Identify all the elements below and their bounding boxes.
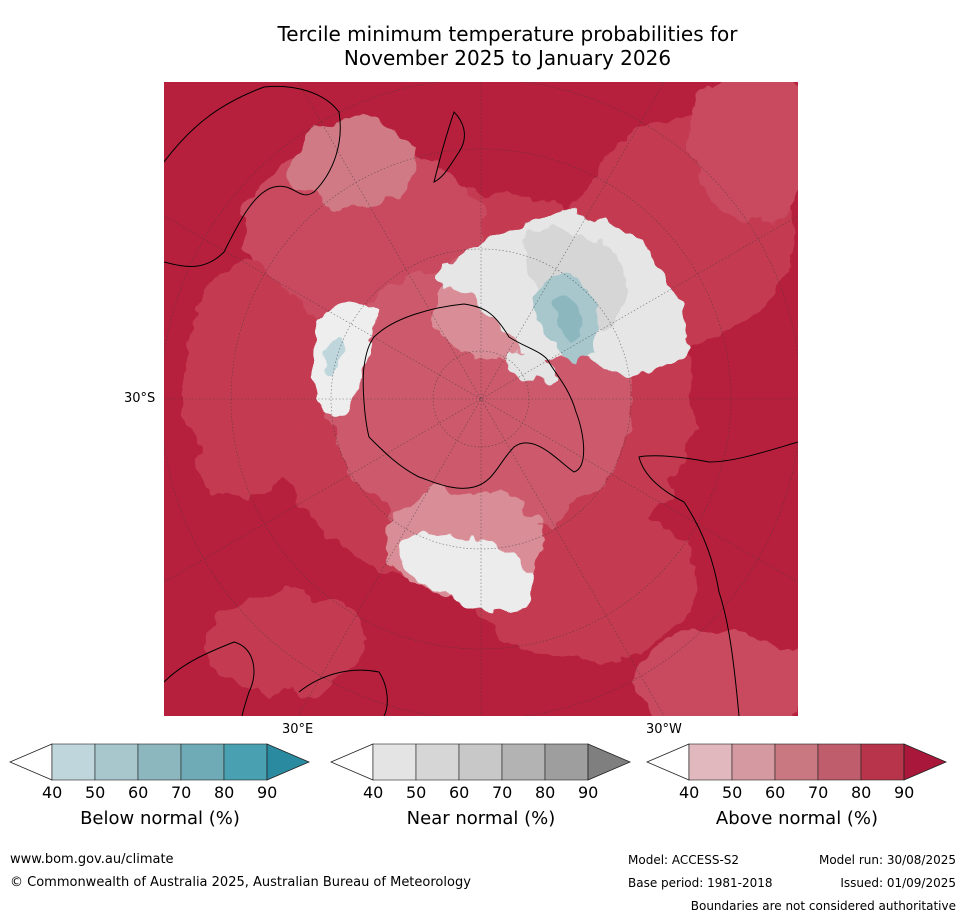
colorbar-above-lower-extend: [646, 743, 690, 781]
colorbar-above-tick: 90: [894, 783, 915, 802]
colorbar-below-lower-extend: [9, 743, 53, 781]
colorbar-near-bin-3: [458, 743, 503, 781]
colorbar-above-tick: 70: [808, 783, 829, 802]
colorbar-above-ticks: 40 50 60 70 80 90: [646, 783, 948, 803]
longitude-label-30e: 30°E: [282, 722, 314, 737]
colorbar-above-bin-2: [731, 743, 776, 781]
graticule: [164, 82, 798, 716]
colorbar-below-tick: 50: [85, 783, 106, 802]
colorbar-near-lower-extend: [330, 743, 374, 781]
colorbar-above-tick: 50: [722, 783, 743, 802]
africa-coast: [164, 641, 388, 716]
colorbar-above-bin-3: [774, 743, 819, 781]
copyright-text: © Commonwealth of Australia 2025, Austra…: [10, 875, 471, 890]
colorbar-near-bin-2: [415, 743, 460, 781]
colorbar-below-bin-1: [51, 743, 96, 781]
colorbar-above-normal: [646, 743, 948, 781]
colorbar-below-bin-3: [137, 743, 182, 781]
colorbar-below-tick: 80: [214, 783, 235, 802]
colorbar-near-tick: 40: [363, 783, 384, 802]
colorbar-above-tick: 40: [679, 783, 700, 802]
colorbar-near-tick: 60: [449, 783, 470, 802]
base-period: Base period: 1981-2018: [628, 876, 773, 890]
website-url: www.bom.gov.au/climate: [10, 852, 174, 867]
colorbar-above-upper-extend: [903, 743, 948, 781]
colorbar-near-tick: 50: [406, 783, 427, 802]
below-normal-regions: [324, 274, 598, 377]
colorbar-near-tick: 70: [492, 783, 513, 802]
colorbar-below-bin-4: [180, 743, 225, 781]
latitude-label-30s: 30°S: [124, 391, 156, 406]
colorbar-near-bin-5: [544, 743, 589, 781]
new-zealand-coast: [433, 111, 465, 183]
title-line-2: November 2025 to January 2026: [343, 46, 672, 70]
colorbar-below-title: Below normal (%): [80, 808, 240, 829]
colorbar-above-bin-5: [860, 743, 905, 781]
australia-coast: [164, 85, 341, 267]
model-run-date: Model run: 30/08/2025: [818, 853, 956, 867]
longitude-label-30w: 30°W: [646, 722, 682, 737]
map-title: Tercile minimum temperature probabilitie…: [0, 22, 965, 70]
south-america-coast: [638, 441, 798, 716]
issued-date: Issued: 01/09/2025: [840, 876, 956, 890]
colorbar-below-normal: [9, 743, 311, 781]
colorbar-near-tick: 90: [578, 783, 599, 802]
colorbar-above-title: Above normal (%): [715, 808, 879, 829]
colorbar-near-bin-1: [372, 743, 417, 781]
colorbar-above-tick: 60: [765, 783, 786, 802]
colorbar-near-upper-extend: [587, 743, 632, 781]
colorbar-above-tick: 80: [851, 783, 872, 802]
colorbar-below-bin-2: [94, 743, 139, 781]
colorbar-below-tick: 70: [171, 783, 192, 802]
colorbar-above-bin-1: [688, 743, 733, 781]
colorbar-near-tick: 80: [535, 783, 556, 802]
coastlines: [164, 85, 798, 716]
colorbar-near-title: Near normal (%): [406, 808, 556, 829]
colorbar-below-upper-extend: [266, 743, 311, 781]
colorbar-near-bin-4: [501, 743, 546, 781]
model-name: Model: ACCESS-S2: [628, 853, 740, 867]
title-line-1: Tercile minimum temperature probabilitie…: [277, 22, 738, 46]
antarctica-coast: [362, 303, 585, 489]
colorbar-below-bin-5: [223, 743, 268, 781]
colorbar-above-bin-4: [817, 743, 862, 781]
colorbar-below-ticks: 40 50 60 70 80 90: [9, 783, 311, 803]
colorbar-below-tick: 60: [128, 783, 149, 802]
colorbar-below-tick: 90: [257, 783, 278, 802]
colorbar-near-normal: [330, 743, 632, 781]
colorbar-below-tick: 40: [42, 783, 63, 802]
probability-map: [164, 82, 798, 716]
boundaries-disclaimer: Boundaries are not considered authoritat…: [690, 899, 956, 913]
colorbar-near-ticks: 40 50 60 70 80 90: [330, 783, 632, 803]
